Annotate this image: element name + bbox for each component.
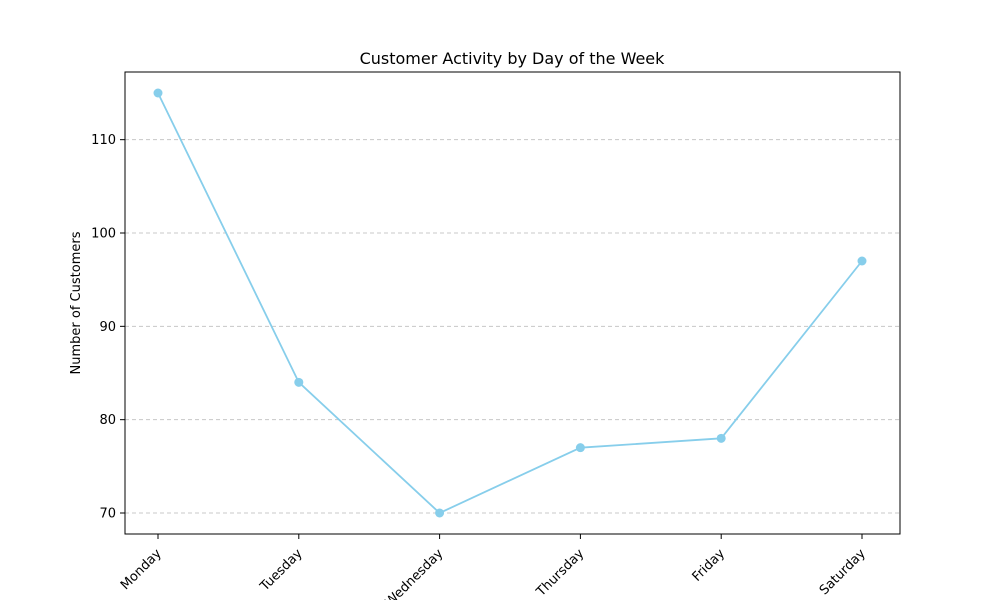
y-axis-label: Number of Customers — [69, 231, 84, 374]
data-point — [576, 443, 585, 452]
x-tick-label: Saturday — [817, 546, 869, 598]
y-tick-label: 70 — [99, 507, 116, 522]
x-tick-label: Wednesday — [383, 546, 447, 600]
x-axis: Monday Tuesday Wednesday Thursday Friday Satu… — [118, 534, 869, 600]
y-tick-label: 80 — [99, 413, 116, 428]
plot-frame — [125, 72, 900, 534]
x-tick-label: Thursday — [533, 546, 587, 600]
data-point — [294, 378, 303, 387]
y-tick-label: 90 — [99, 320, 116, 335]
x-tick-label: Monday — [118, 546, 165, 593]
y-tick-label: 100 — [91, 227, 116, 242]
data-point — [858, 257, 867, 266]
data-point — [717, 434, 726, 443]
x-tick-label: Friday — [690, 546, 729, 585]
series-customers — [154, 89, 867, 518]
series-line — [158, 93, 862, 513]
x-tick-label: Tuesday — [257, 546, 306, 595]
gridlines — [125, 140, 900, 513]
y-axis: 70 80 90 100 110 — [91, 133, 125, 521]
data-point — [435, 509, 444, 518]
chart-title: Customer Activity by Day of the Week — [360, 49, 666, 68]
y-tick-label: 110 — [91, 133, 116, 148]
data-point — [154, 89, 163, 98]
